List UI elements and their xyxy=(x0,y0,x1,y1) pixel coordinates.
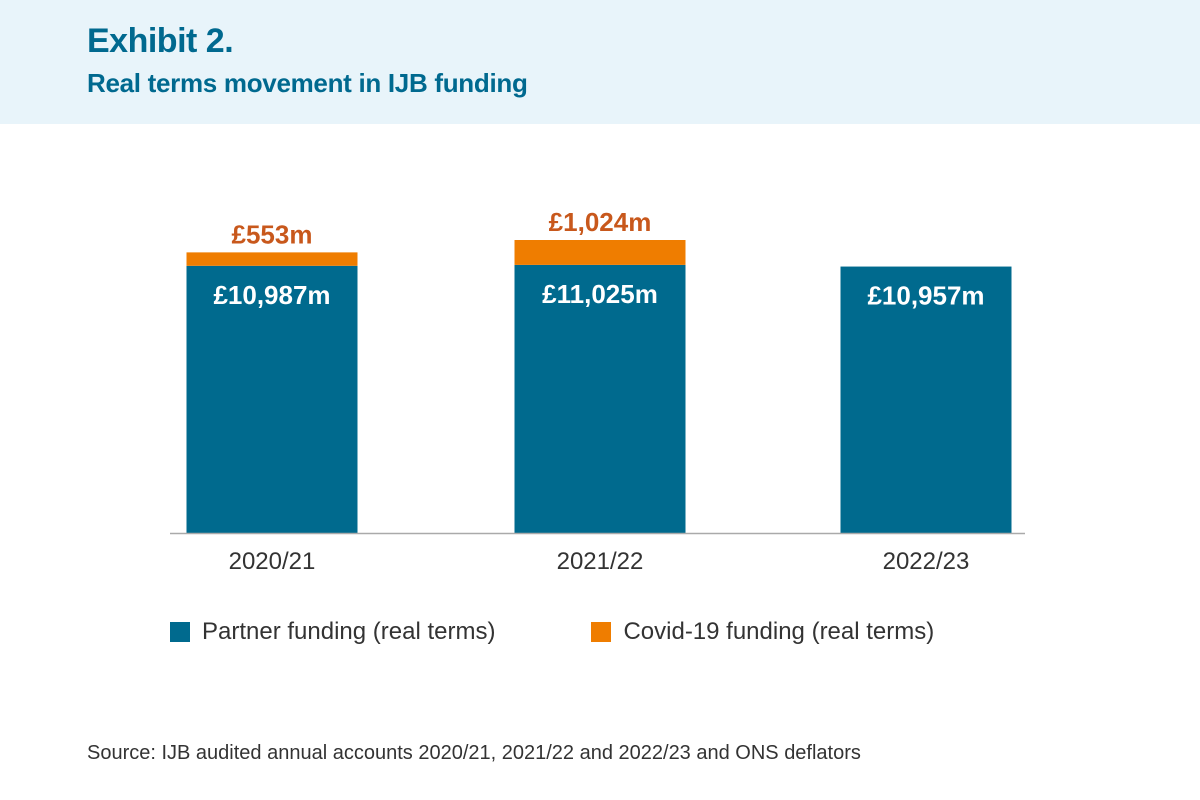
data-label-partner: £10,987m xyxy=(213,280,330,310)
data-label-partner: £11,025m xyxy=(542,279,658,309)
bar-partner-2021-22 xyxy=(514,264,686,533)
legend-item-partner: Partner funding (real terms) xyxy=(170,618,495,646)
data-label-covid: £1,024m xyxy=(549,207,652,237)
legend-swatch-partner xyxy=(170,622,190,642)
bar-covid-2020-21 xyxy=(186,252,358,266)
x-tick-label: 2022/23 xyxy=(883,548,970,575)
x-tick-label: 2020/21 xyxy=(229,548,316,575)
legend-item-covid: Covid-19 funding (real terms) xyxy=(591,618,934,646)
data-label-partner: £10,957m xyxy=(867,281,984,311)
chart-title: Real terms movement in IJB funding xyxy=(87,68,528,98)
x-tick-label: 2021/22 xyxy=(557,548,644,575)
chart-header: Exhibit 2. Real terms movement in IJB fu… xyxy=(0,0,1200,124)
legend-label-partner: Partner funding (real terms) xyxy=(202,618,496,645)
legend-label-covid: Covid-19 funding (real terms) xyxy=(623,618,935,645)
data-label-covid: £553m xyxy=(232,219,313,249)
bar-covid-2021-22 xyxy=(514,240,686,265)
exhibit-label: Exhibit 2. xyxy=(87,22,234,60)
legend-swatch-covid xyxy=(591,622,612,642)
legend: Partner funding (real terms) Covid-19 fu… xyxy=(170,618,1030,646)
bar-partner-2022-23 xyxy=(840,266,1012,533)
source-note: Source: IJB audited annual accounts 2020… xyxy=(87,742,861,764)
bar-partner-2020-21 xyxy=(186,265,358,533)
